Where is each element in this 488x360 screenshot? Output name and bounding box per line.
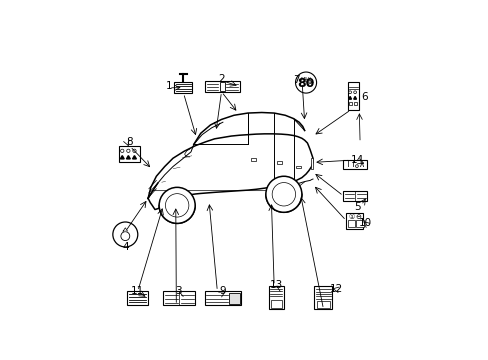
Text: 1: 1 xyxy=(165,81,172,91)
Polygon shape xyxy=(348,96,351,99)
Text: ⊖: ⊖ xyxy=(355,214,361,220)
Text: 4: 4 xyxy=(122,242,128,252)
Bar xyxy=(229,293,239,304)
Bar xyxy=(348,102,351,105)
Polygon shape xyxy=(126,156,130,159)
Bar xyxy=(119,146,140,162)
Bar xyxy=(276,161,282,164)
Circle shape xyxy=(113,222,138,247)
Text: T: T xyxy=(346,160,350,169)
Bar xyxy=(204,81,239,92)
Circle shape xyxy=(165,194,188,217)
Circle shape xyxy=(126,149,130,153)
Bar xyxy=(346,213,362,229)
Bar xyxy=(355,220,363,227)
Bar xyxy=(347,82,359,110)
Text: 9: 9 xyxy=(219,286,226,296)
Bar xyxy=(354,102,356,105)
Circle shape xyxy=(355,165,358,167)
Bar xyxy=(268,286,284,309)
Text: 3: 3 xyxy=(175,286,182,296)
Text: 6: 6 xyxy=(360,92,367,102)
Circle shape xyxy=(295,72,316,93)
Text: 80: 80 xyxy=(297,77,314,90)
Polygon shape xyxy=(353,96,356,99)
Text: 2: 2 xyxy=(218,74,224,84)
Bar xyxy=(127,291,148,305)
Circle shape xyxy=(121,232,129,240)
Bar xyxy=(310,158,313,169)
Text: MAX: MAX xyxy=(300,77,311,82)
Bar xyxy=(250,158,255,161)
Text: 7: 7 xyxy=(292,75,299,85)
Bar xyxy=(163,291,195,305)
Text: 11: 11 xyxy=(131,286,144,296)
Polygon shape xyxy=(120,156,124,159)
Bar xyxy=(270,300,281,308)
Bar xyxy=(347,220,355,227)
Text: 8: 8 xyxy=(126,136,133,147)
Circle shape xyxy=(121,149,123,153)
Bar xyxy=(314,286,332,309)
Text: T: T xyxy=(350,160,355,169)
Bar xyxy=(219,82,224,91)
Bar xyxy=(296,166,301,168)
Bar xyxy=(204,291,241,305)
Circle shape xyxy=(353,91,356,94)
Circle shape xyxy=(133,149,136,153)
Bar xyxy=(316,301,329,308)
Bar xyxy=(174,82,192,93)
Bar xyxy=(343,160,366,169)
Text: ∧: ∧ xyxy=(358,160,364,169)
Bar xyxy=(343,191,366,201)
Polygon shape xyxy=(123,228,127,231)
Text: 14: 14 xyxy=(350,155,363,165)
Text: ①: ① xyxy=(348,214,354,220)
Text: 5: 5 xyxy=(353,202,360,212)
Circle shape xyxy=(159,187,195,223)
Text: 10: 10 xyxy=(358,219,371,228)
Text: 12: 12 xyxy=(329,284,343,293)
Text: 13: 13 xyxy=(269,280,283,290)
Circle shape xyxy=(265,176,301,212)
Circle shape xyxy=(348,91,351,94)
Polygon shape xyxy=(148,134,312,210)
Circle shape xyxy=(272,183,295,206)
Polygon shape xyxy=(132,156,136,159)
